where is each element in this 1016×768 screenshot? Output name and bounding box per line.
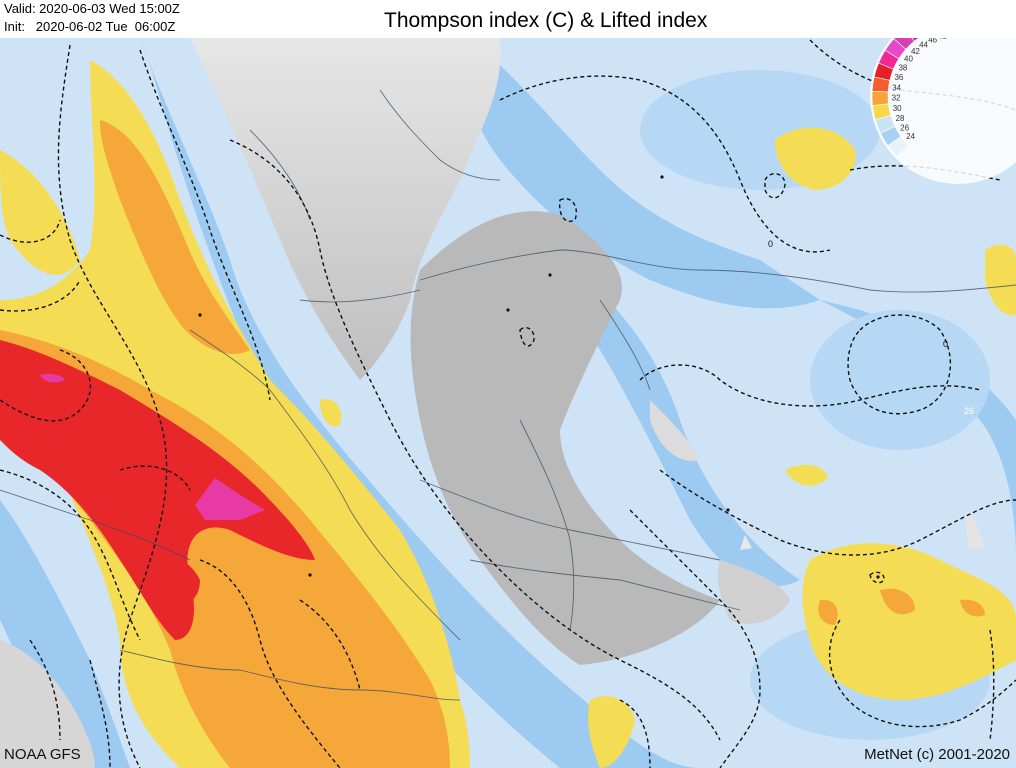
legend-tick-label: 26 (900, 124, 909, 133)
legend-tick-label: 46 (928, 38, 937, 44)
init-time: Init: 2020-06-02 Tue 06:00Z (4, 19, 176, 34)
map-title: Thompson index (C) & Lifted index (384, 9, 708, 32)
legend-tick-label: 48 (938, 38, 947, 41)
legend-tick-label: 38 (898, 64, 907, 73)
copyright-label: MetNet (c) 2001-2020 (864, 746, 1010, 763)
legend-tick-label: 40 (904, 55, 913, 64)
map-canvas: 0 0 26 5048464442403836343230282624 (0, 38, 1016, 768)
legend-tick-label: 32 (892, 94, 901, 103)
red-zones (0, 340, 315, 640)
legend-tick-label: 28 (896, 114, 905, 123)
legend-tick-label: 30 (893, 104, 902, 113)
header: Valid: 2020-06-03 Wed 15:00Z Init: 2020-… (0, 0, 1016, 38)
magenta-zones (40, 373, 265, 520)
terrain-zones (0, 38, 985, 768)
legend-tick-label: 36 (894, 73, 903, 82)
contour-label-zero-east: 0 (943, 339, 948, 349)
legend-tick-label: 42 (911, 47, 920, 56)
legend-tick-label: 34 (892, 83, 901, 92)
map-markers (198, 175, 880, 579)
contour-label-zero: 0 (768, 239, 773, 249)
legend-tick-label: 44 (919, 40, 928, 49)
valid-time: Valid: 2020-06-03 Wed 15:00Z (4, 1, 180, 16)
legend-tick-label: 24 (906, 132, 915, 141)
legend-color-segment (887, 136, 909, 158)
data-source-label: NOAA GFS (4, 746, 81, 763)
weather-map: 0 0 26 5048464442403836343230282624 (0, 38, 1016, 768)
index-value-label: 26 (964, 406, 974, 416)
legend-color-segment (871, 90, 889, 106)
legend-tick-label: 50 (948, 38, 957, 39)
